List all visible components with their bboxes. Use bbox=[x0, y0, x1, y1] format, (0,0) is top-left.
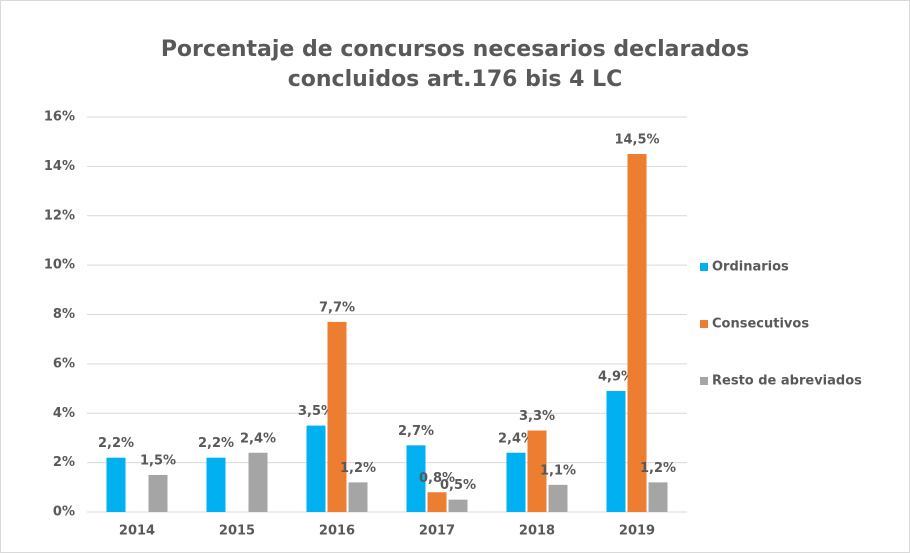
bar bbox=[427, 492, 447, 512]
value-label: 4,9% bbox=[598, 370, 634, 385]
bar bbox=[627, 154, 647, 512]
bar bbox=[306, 425, 326, 512]
bar bbox=[348, 482, 368, 512]
value-label: 2,2% bbox=[198, 436, 234, 451]
bar bbox=[527, 430, 547, 512]
value-label: 2,4% bbox=[240, 431, 276, 446]
y-tick-label: 6% bbox=[53, 356, 75, 371]
value-label: 0,5% bbox=[440, 478, 476, 493]
legend-swatch bbox=[700, 320, 708, 328]
legend-swatch bbox=[700, 263, 708, 271]
legend-swatch bbox=[700, 377, 708, 385]
bar bbox=[206, 457, 226, 512]
legend-label: Consecutivos bbox=[712, 317, 809, 332]
value-label: 1,2% bbox=[340, 461, 376, 476]
legend-label: Ordinarios bbox=[712, 260, 789, 275]
x-tick-label: 2017 bbox=[419, 524, 455, 539]
bar bbox=[248, 452, 268, 512]
y-tick-label: 2% bbox=[53, 455, 75, 470]
value-label: 2,4% bbox=[498, 431, 534, 446]
value-label: 1,5% bbox=[140, 453, 176, 468]
bar bbox=[448, 499, 468, 512]
y-tick-label: 16% bbox=[44, 110, 75, 125]
x-tick-label: 2019 bbox=[619, 524, 655, 539]
bar bbox=[327, 321, 347, 512]
value-label: 3,5% bbox=[298, 404, 334, 419]
value-label: 1,1% bbox=[540, 463, 576, 478]
x-tick-label: 2016 bbox=[319, 524, 355, 539]
x-tick-label: 2014 bbox=[119, 524, 155, 539]
bar bbox=[148, 474, 168, 512]
bar bbox=[406, 445, 426, 512]
bar bbox=[506, 452, 526, 512]
y-tick-label: 8% bbox=[53, 307, 75, 322]
y-tick-label: 12% bbox=[44, 208, 75, 223]
y-tick-label: 0% bbox=[53, 505, 75, 520]
value-label: 7,7% bbox=[319, 300, 355, 315]
value-label: 3,3% bbox=[519, 409, 555, 424]
bar bbox=[606, 391, 626, 512]
bar bbox=[106, 457, 126, 512]
value-label: 0,8% bbox=[419, 471, 455, 486]
bar bbox=[548, 484, 568, 512]
value-label: 2,7% bbox=[398, 424, 434, 439]
y-tick-label: 14% bbox=[44, 159, 75, 174]
value-label: 1,2% bbox=[640, 461, 676, 476]
value-label: 2,2% bbox=[98, 436, 134, 451]
chart-title: Porcentaje de concursos necesarios decla… bbox=[161, 37, 749, 62]
x-tick-label: 2018 bbox=[519, 524, 555, 539]
legend-label: Resto de abreviados bbox=[712, 374, 862, 389]
y-tick-label: 10% bbox=[44, 258, 75, 273]
chart-title: concluidos art.176 bis 4 LC bbox=[288, 67, 623, 92]
bar bbox=[648, 482, 668, 512]
x-tick-label: 2015 bbox=[219, 524, 255, 539]
value-label: 14,5% bbox=[614, 133, 659, 148]
y-tick-label: 4% bbox=[53, 406, 75, 421]
